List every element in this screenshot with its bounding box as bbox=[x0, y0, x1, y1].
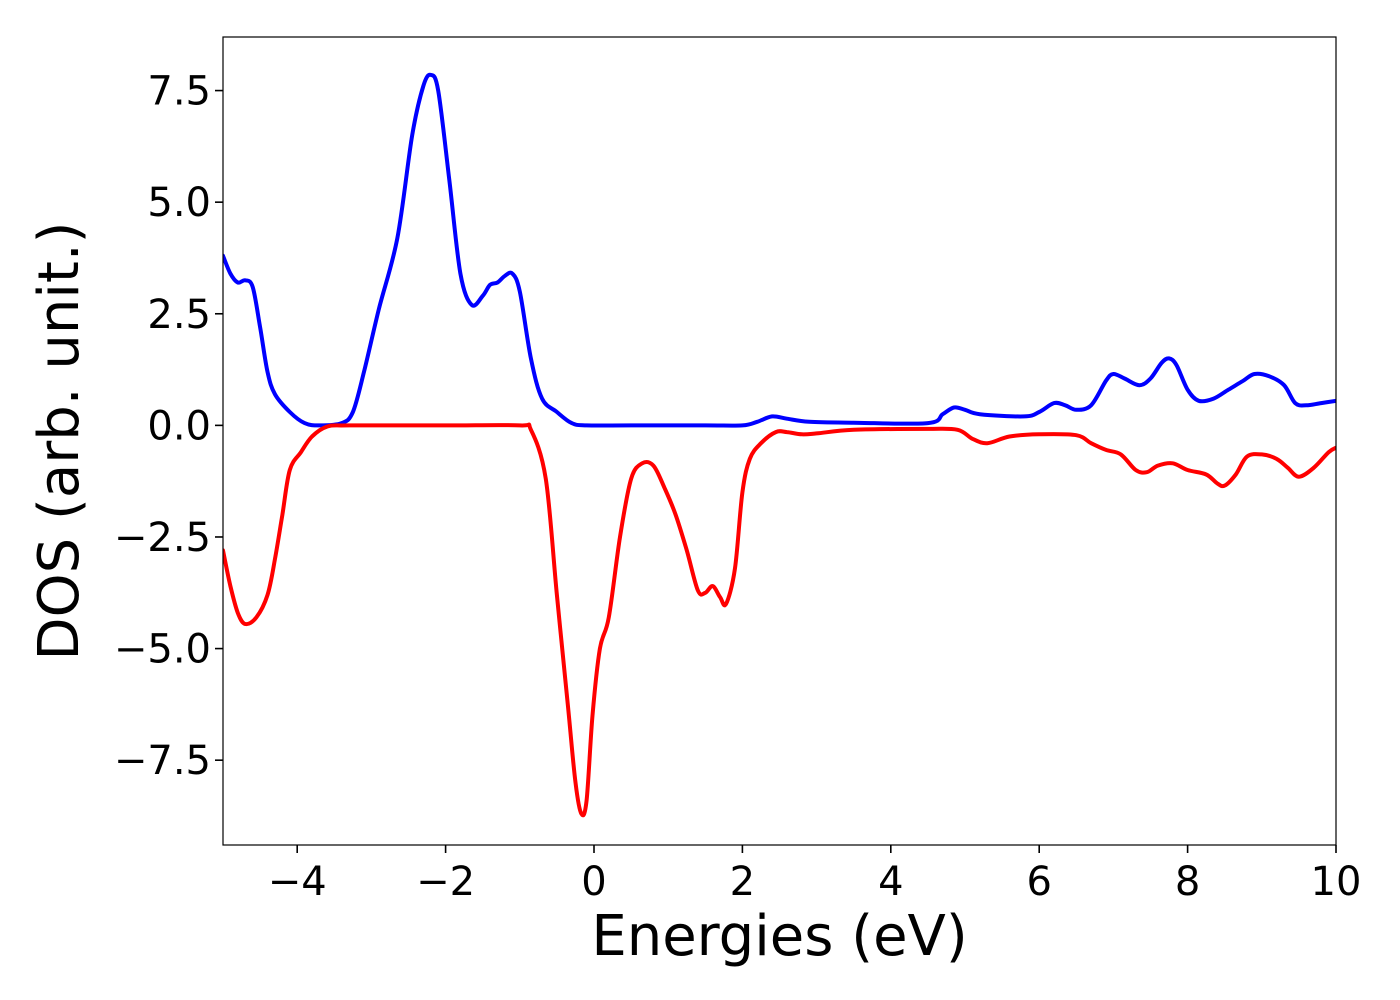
series-layer bbox=[223, 72, 1336, 818]
y-tick-label: −7.5 bbox=[114, 738, 211, 784]
y-tick-label: 7.5 bbox=[147, 69, 211, 115]
y-axis: −7.5 −5.0 −2.5 0.0 2.5 5.0 7.5 bbox=[114, 69, 223, 784]
y-axis-label: DOS (arb. unit.) bbox=[27, 221, 92, 660]
y-tick-label: 5.0 bbox=[147, 180, 211, 226]
y-tick-label: 0.0 bbox=[147, 403, 211, 449]
plot-frame bbox=[222, 36, 1337, 846]
y-tick-label: −5.0 bbox=[114, 627, 211, 673]
y-tick-label: 2.5 bbox=[147, 292, 211, 338]
x-tick-label: −2 bbox=[416, 859, 475, 905]
x-axis-label: Energies (eV) bbox=[591, 904, 967, 969]
x-tick-label: 8 bbox=[1175, 859, 1200, 905]
y-tick-label: −2.5 bbox=[114, 515, 211, 561]
x-tick-label: 10 bbox=[1311, 859, 1362, 905]
x-tick-label: 4 bbox=[878, 859, 903, 905]
series-line-red bbox=[223, 422, 1336, 818]
series-line-blue bbox=[223, 72, 1336, 428]
x-tick-label: 0 bbox=[581, 859, 606, 905]
x-tick-label: 2 bbox=[730, 859, 755, 905]
x-tick-label: −4 bbox=[268, 859, 327, 905]
x-tick-label: 6 bbox=[1026, 859, 1051, 905]
x-axis: −4 −2 0 2 4 6 8 10 bbox=[268, 845, 1362, 905]
